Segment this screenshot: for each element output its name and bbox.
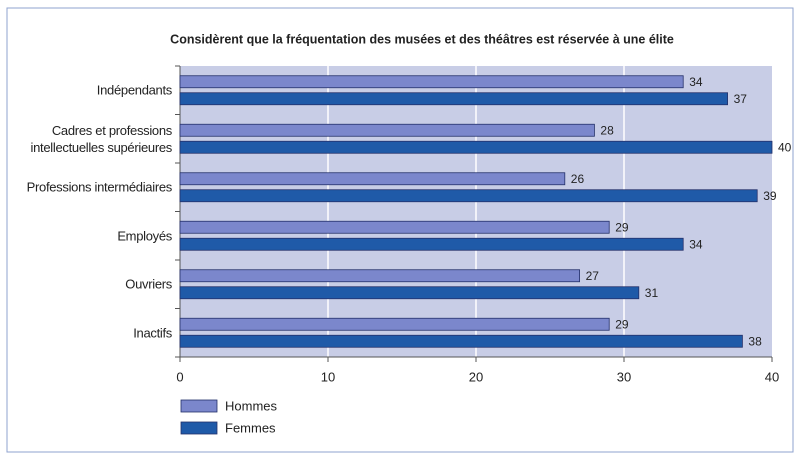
data-label: 28 bbox=[600, 123, 614, 137]
data-label: 37 bbox=[734, 92, 748, 106]
y-tick-label: Inactifs bbox=[133, 325, 172, 341]
x-tick-label: 30 bbox=[617, 369, 631, 384]
bar bbox=[179, 140, 773, 154]
bar bbox=[179, 123, 595, 137]
data-label: 26 bbox=[571, 172, 585, 186]
legend-label: Hommes bbox=[225, 398, 278, 413]
y-tick-label: Professions intermédiaires bbox=[26, 179, 173, 195]
data-label: 40 bbox=[778, 140, 792, 154]
data-label: 31 bbox=[645, 286, 659, 300]
legend-swatch bbox=[180, 421, 218, 435]
x-tick-label: 10 bbox=[321, 369, 335, 384]
legend-label: Femmes bbox=[225, 420, 276, 435]
data-label: 39 bbox=[763, 189, 777, 203]
bar bbox=[179, 75, 684, 89]
chart-title: Considèrent que la fréquentation des mus… bbox=[170, 32, 674, 46]
x-tick-label: 40 bbox=[765, 369, 779, 384]
data-label: 29 bbox=[615, 317, 629, 331]
bar bbox=[179, 220, 610, 234]
y-tick-label: Employés bbox=[117, 228, 172, 244]
data-label: 34 bbox=[689, 75, 703, 89]
y-tick-label: Ouvriers bbox=[125, 276, 172, 292]
y-tick-label: Indépendants bbox=[96, 82, 173, 98]
data-label: 34 bbox=[689, 237, 703, 251]
data-label: 27 bbox=[586, 269, 600, 283]
y-tick-label: Cadres et professions intellectuelles su… bbox=[30, 122, 173, 155]
bar bbox=[179, 189, 758, 203]
x-tick-label: 20 bbox=[469, 369, 483, 384]
bar bbox=[179, 237, 684, 251]
bar bbox=[179, 92, 728, 106]
bar bbox=[179, 269, 581, 283]
legend-swatch bbox=[180, 399, 218, 413]
bar bbox=[179, 286, 640, 300]
data-label: 29 bbox=[615, 220, 629, 234]
bar bbox=[179, 172, 566, 186]
bar bbox=[179, 317, 610, 331]
frame bbox=[6, 7, 794, 453]
x-tick-label: 0 bbox=[176, 369, 183, 384]
bar bbox=[179, 334, 743, 348]
data-label: 38 bbox=[748, 334, 762, 348]
